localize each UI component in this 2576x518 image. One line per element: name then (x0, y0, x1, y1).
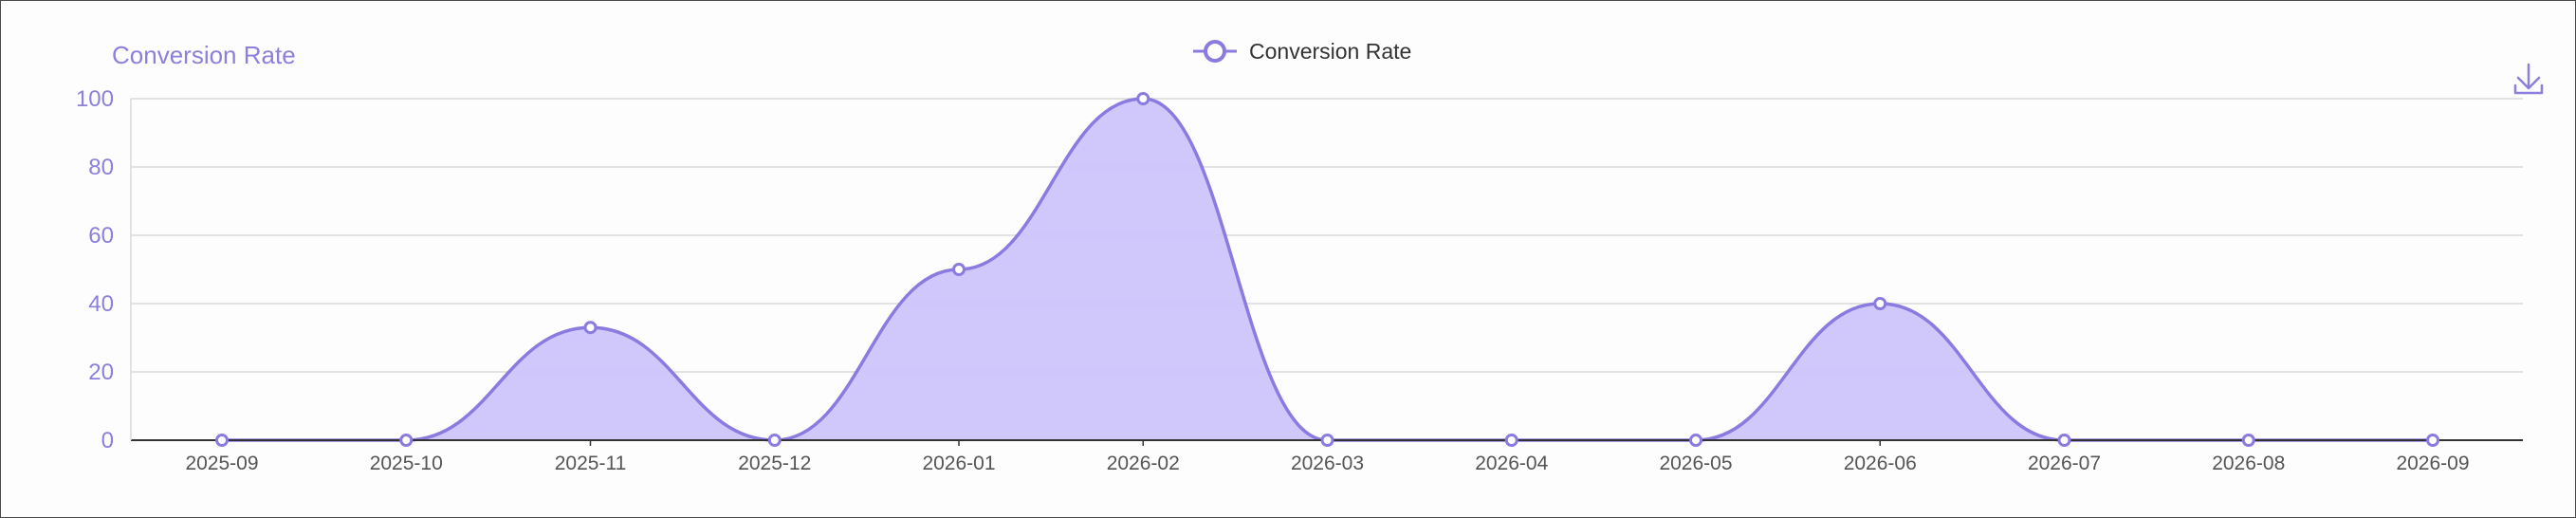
y-tick-label: 0 (101, 428, 114, 453)
data-point[interactable] (767, 434, 782, 447)
series-line-conversion-rate[interactable] (221, 97, 2433, 442)
y-axis-label: Conversion Rate (112, 41, 296, 69)
data-points (215, 92, 2439, 447)
grid-lines (131, 98, 2523, 373)
data-point[interactable] (1136, 92, 1150, 105)
y-tick-label: 40 (88, 291, 114, 317)
download-icon[interactable] (2513, 63, 2544, 95)
y-tick-label: 100 (76, 86, 114, 112)
x-tick-label: 2026-07 (2028, 453, 2101, 474)
x-tick-labels: 2025-09 2025-10 2025-11 2025-12 2026-01 2026-… (185, 440, 2470, 474)
legend-marker-swatch (1204, 40, 1226, 63)
data-point[interactable] (399, 434, 414, 447)
x-tick-label: 2026-02 (1107, 453, 1180, 474)
x-tick-label: 2025-12 (738, 453, 811, 474)
legend-label: Conversion Rate (1249, 39, 1411, 64)
y-tick-label: 80 (88, 155, 114, 180)
x-tick-label: 2026-09 (2396, 453, 2469, 474)
series-area-conversion-rate (222, 99, 2433, 440)
data-point[interactable] (1504, 434, 1518, 447)
data-point[interactable] (1689, 434, 1702, 447)
data-point[interactable] (583, 321, 598, 335)
x-tick-label: 2025-11 (555, 453, 627, 474)
data-point[interactable] (952, 263, 966, 276)
y-tick-label: 60 (88, 223, 114, 249)
data-point[interactable] (1873, 297, 1887, 310)
data-point[interactable] (2426, 434, 2439, 447)
y-tick-label: 20 (88, 360, 114, 385)
x-tick-label: 2026-01 (922, 453, 995, 474)
x-tick-label: 2026-05 (1659, 453, 1732, 474)
x-tick-label: 2026-06 (1844, 453, 1917, 474)
data-point[interactable] (215, 434, 229, 447)
x-tick-label: 2026-04 (1475, 453, 1548, 474)
y-tick-labels: 0 20 40 60 80 100 (76, 86, 114, 453)
x-tick-label: 2026-08 (2212, 453, 2285, 474)
data-point[interactable] (2057, 434, 2071, 447)
data-point[interactable] (1320, 434, 1334, 447)
x-tick-label: 2025-09 (185, 453, 258, 474)
legend[interactable]: Conversion Rate (1193, 39, 1411, 64)
data-point[interactable] (2241, 434, 2255, 447)
x-tick-label: 2026-03 (1291, 453, 1364, 474)
x-tick-label: 2025-10 (370, 453, 443, 474)
